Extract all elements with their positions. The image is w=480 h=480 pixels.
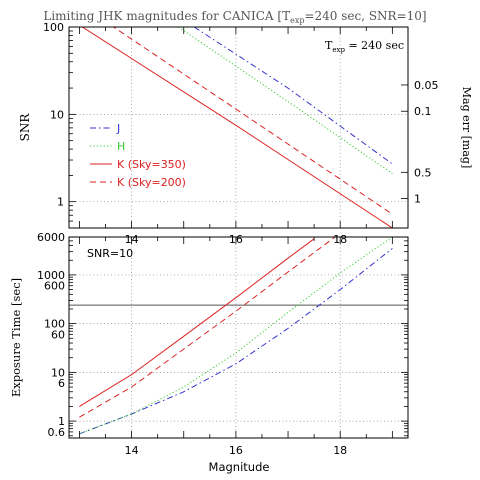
y-tick-label: 6000 [37,231,65,244]
y2-tick-label: 0.1 [414,105,432,118]
snr-axis-label: SNR [18,113,32,142]
y-tick-label: 100 [44,318,65,331]
x-tick-label: 16 [229,444,243,457]
series-line-k-sky-350 [81,27,393,228]
x-tick-label: 18 [333,444,347,457]
exposure-axis-label: Exposure Time [sec] [9,278,23,397]
series-line-j [193,27,393,165]
y-tick-label: 600 [44,280,65,293]
y-tick-label: 0.6 [48,426,66,439]
y-tick-label: 1000 [37,269,65,282]
legend: JH K (Sky=350) K (Sky=200) [90,122,186,189]
legend-label-k-sky-200: K (Sky=200) [117,176,186,189]
snr-series [81,27,393,228]
x-axis-label: Magnitude [209,460,270,474]
y-tick-label: 1 [57,196,64,209]
y-tick-label: 60 [51,328,65,341]
y-tick-label: 1 [58,415,65,428]
exposure-series [79,237,393,435]
legend-label-h: H [117,140,125,153]
y-tick-label: 100 [43,21,64,34]
legend-label-k-sky-350: K (Sky=350) [117,158,186,171]
x-tick-label: 14 [125,444,139,457]
y-tick-label: 10 [51,366,65,379]
exposure-grid [69,237,408,438]
series-line-k-sky-200 [112,27,393,215]
y2-tick-label: 0.5 [414,166,432,179]
y2-tick-label: 0.05 [414,79,439,92]
y-tick-label: 6 [58,377,65,390]
y2-tick-label: 1 [414,193,421,206]
exposure-annotation: Texp = 240 sec [325,39,404,54]
snr-plot-frame [68,26,409,229]
legend-label-j: J [116,122,120,135]
series-line-h [79,237,393,435]
series-line-j [79,248,393,435]
series-line-k-sky-200 [79,237,336,418]
figure-title: Limiting JHK magnitudes for CANICA [Texp… [43,9,426,25]
snr-annotation: SNR=10 [87,247,133,260]
exposure-plot-frame [68,236,409,439]
series-line-k-sky-350 [79,238,315,407]
y-tick-label: 10 [50,108,64,121]
mag-err-axis-label: Mag err [mag] [460,87,473,169]
